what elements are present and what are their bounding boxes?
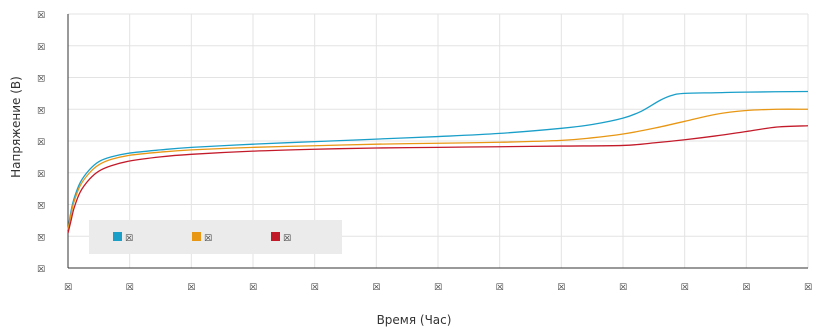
y-tick-label: ☒	[37, 170, 45, 180]
legend: ☒ ☒ ☒	[89, 220, 342, 254]
legend-swatch-1	[113, 232, 122, 241]
legend-label-3: ☒	[283, 234, 291, 244]
x-tick-label: ☒	[804, 283, 812, 293]
legend-swatch-2	[192, 232, 201, 241]
y-tick-label: ☒	[37, 265, 45, 275]
y-axis-title: Напряжение (В)	[9, 76, 23, 178]
series-line-1	[67, 90, 809, 231]
y-tick-label: ☒	[37, 11, 45, 21]
x-tick-label: ☒	[372, 283, 380, 293]
y-tick-label: ☒	[37, 233, 45, 243]
series-layer	[67, 90, 809, 234]
y-tick-label: ☒	[37, 43, 45, 53]
x-tick-label: ☒	[742, 283, 750, 293]
series-line-2	[67, 108, 809, 231]
x-tick-label: ☒	[187, 283, 195, 293]
x-tick-label: ☒	[64, 283, 72, 293]
grid-layer	[68, 13, 809, 268]
x-tick-label: ☒	[249, 283, 257, 293]
x-tick-label: ☒	[619, 283, 627, 293]
y-tick-label: ☒	[37, 106, 45, 116]
y-tick-label: ☒	[37, 202, 45, 212]
legend-swatch-3	[271, 232, 280, 241]
x-tick-label: ☒	[126, 283, 134, 293]
x-tick-label: ☒	[681, 283, 689, 293]
x-tick-label: ☒	[496, 283, 504, 293]
legend-label-2: ☒	[204, 234, 212, 244]
x-axis-title: Время (Час)	[377, 313, 452, 327]
x-tick-label: ☒	[311, 283, 319, 293]
y-tick-label: ☒	[37, 138, 45, 148]
series-line-3	[67, 125, 809, 234]
y-tick-label: ☒	[37, 75, 45, 85]
axes-layer: ☒ ☒ ☒ ☒ ☒ ☒ ☒ ☒ ☒ ☒ ☒ ☒ ☒ ☒ ☒ ☒ ☒ ☒ ☒ ☒ ☒ ☒	[37, 11, 812, 293]
x-tick-label: ☒	[557, 283, 565, 293]
legend-box	[89, 220, 342, 254]
legend-label-1: ☒	[125, 234, 133, 244]
x-tick-label: ☒	[434, 283, 442, 293]
